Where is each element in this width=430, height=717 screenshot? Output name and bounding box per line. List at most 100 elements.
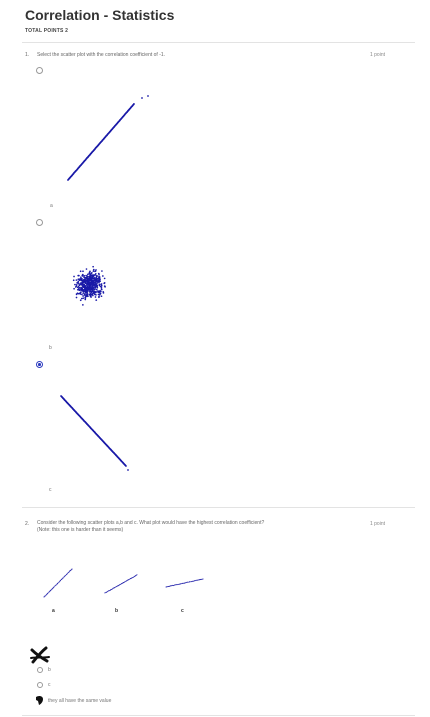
scatter-point [95, 275, 98, 278]
scatter-point [99, 280, 101, 283]
q2-option-c-label: c [48, 682, 51, 688]
scatter-point [83, 293, 86, 296]
scatter-point [92, 291, 95, 293]
scatter-point [85, 287, 87, 289]
q1-option-c-label: c [49, 487, 52, 493]
scatter-point [92, 270, 95, 272]
scatter-point [54, 585, 56, 587]
scatter-point [103, 282, 106, 285]
scatter-point [196, 579, 198, 581]
scatter-point [83, 274, 86, 277]
question-1-text: Select the scatter plot with the correla… [37, 52, 166, 58]
scatter-point [97, 293, 100, 296]
scatter-point [199, 579, 201, 581]
scatter-point [97, 291, 99, 293]
scatter-point [91, 279, 94, 282]
scatter-point [49, 590, 52, 592]
scatter-point [169, 585, 171, 587]
scatter-point [68, 571, 70, 573]
q1-scatter-plot-a [67, 95, 149, 181]
scatter-point [124, 580, 126, 582]
q1-option-c-radio[interactable] [36, 361, 43, 368]
scatter-point [96, 277, 99, 280]
scatter-point [166, 586, 168, 588]
q1-option-a-label: a [50, 203, 53, 209]
q1-option-b-radio[interactable] [36, 219, 43, 226]
scatter-point [94, 270, 96, 273]
scatter-point [136, 574, 138, 576]
scatter-point [100, 287, 103, 290]
scatter-point [125, 465, 127, 467]
q2-option-d-selected-mark-icon[interactable] [35, 695, 45, 706]
scatter-point [82, 292, 85, 294]
scatter-point [79, 270, 82, 273]
scatter-point [77, 280, 80, 283]
scatter-point [64, 574, 66, 577]
scatter-point [191, 580, 193, 582]
scatter-point [81, 284, 83, 286]
scatter-point [123, 581, 125, 584]
scatter-point [89, 270, 91, 273]
scatter-point [50, 589, 52, 591]
scatter-point [85, 294, 88, 296]
scatter-point [89, 287, 92, 289]
q2-option-a-wrong-mark-icon[interactable] [29, 646, 51, 664]
scatter-point [94, 296, 97, 298]
scatter-point [167, 586, 169, 588]
scatter-point [77, 292, 80, 295]
scatter-point [88, 288, 91, 291]
scatter-point [133, 576, 135, 578]
scatter-point [84, 284, 86, 287]
scatter-point [86, 281, 89, 283]
scatter-point [83, 290, 86, 292]
q2-figure-label-c: c [181, 608, 184, 614]
scatter-point [59, 579, 62, 581]
scatter-point [186, 581, 188, 583]
scatter-point [57, 582, 59, 584]
scatter-point [89, 275, 92, 277]
scatter-point [88, 285, 91, 287]
scatter-point [171, 585, 173, 587]
scatter-point [93, 288, 96, 291]
scatter-point [95, 280, 97, 283]
q2-scatter-plot-a [43, 568, 73, 598]
scatter-point [82, 270, 84, 273]
q1-option-a-radio[interactable] [36, 67, 43, 74]
scatter-point [133, 103, 135, 105]
scatter-point [47, 592, 49, 595]
scatter-point [106, 591, 108, 593]
q2-option-d-label: they all have the same value [48, 698, 112, 704]
scatter-point [82, 304, 84, 306]
scatter-point [95, 288, 98, 291]
scatter-point [91, 286, 93, 289]
scatter-point [94, 282, 97, 284]
scatter-point [96, 282, 98, 285]
scatter-point [173, 584, 175, 587]
q2-option-b-radio[interactable] [37, 667, 43, 673]
scatter-point [85, 268, 88, 270]
scatter-point [92, 292, 94, 295]
scatter-point [102, 292, 105, 294]
scatter-point [172, 584, 174, 586]
scatter-point [91, 274, 94, 276]
scatter-point [72, 279, 75, 282]
scatter-point [75, 296, 78, 299]
scatter-point [81, 275, 84, 277]
q1-scatter-plot-c [60, 395, 129, 471]
scatter-point [78, 279, 81, 282]
scatter-point [61, 578, 63, 580]
scatter-point [96, 286, 99, 289]
scatter-point [175, 584, 177, 586]
scatter-point [197, 579, 199, 581]
scatter-point [177, 583, 179, 585]
scatter-point [93, 293, 96, 296]
scatter-point [90, 291, 93, 294]
scatter-point [128, 579, 130, 581]
scatter-point [80, 276, 82, 279]
scatter-point [89, 290, 92, 292]
scatter-point [82, 295, 84, 297]
scatter-point [120, 583, 123, 585]
scatter-point [90, 296, 92, 298]
q2-option-c-radio[interactable] [37, 682, 43, 688]
scatter-point [135, 574, 137, 577]
